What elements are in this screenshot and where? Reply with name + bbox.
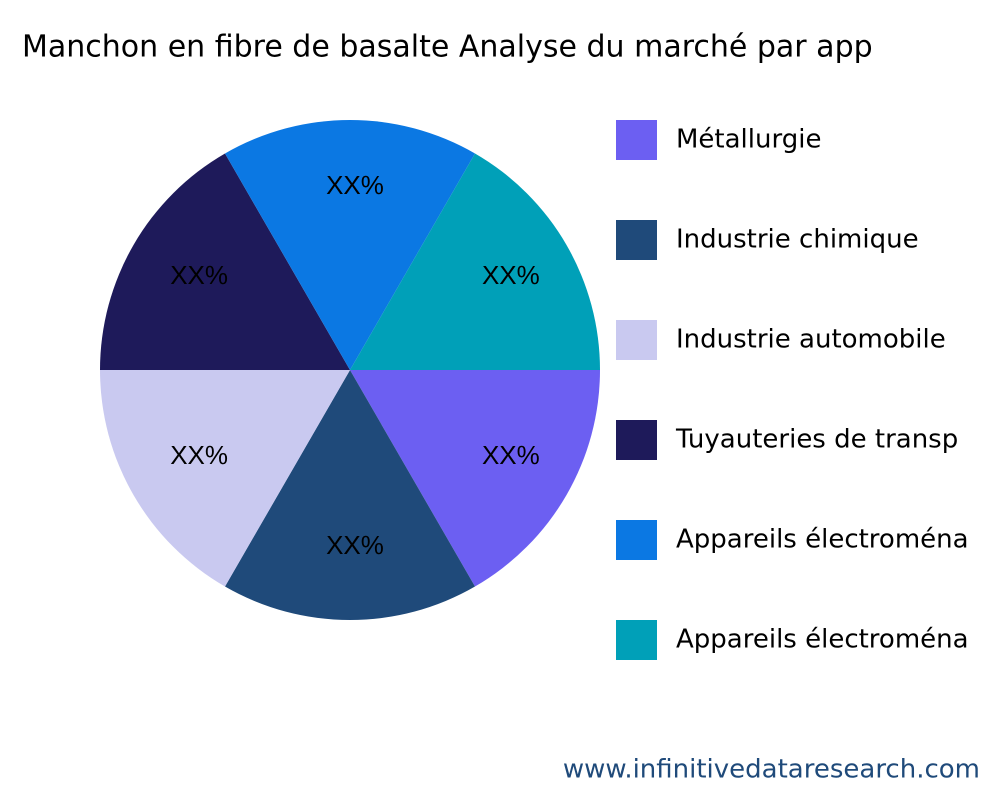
slice-label: XX% — [170, 440, 228, 470]
legend-swatch — [616, 320, 657, 360]
legend-swatch — [616, 520, 657, 560]
slice-label: XX% — [482, 440, 540, 470]
legend-label: Tuyauteries de transp — [675, 425, 958, 455]
legend-swatch — [616, 220, 657, 260]
legend-label: Appareils électroména — [676, 625, 969, 655]
pie-slice — [100, 370, 350, 587]
slice-label: XX% — [482, 260, 540, 290]
pie-slice — [350, 153, 600, 370]
legend-swatch — [616, 420, 657, 460]
legend-swatch — [616, 620, 657, 660]
pie-slice — [100, 153, 350, 370]
legend-label: Industrie automobile — [676, 325, 946, 355]
slice-label: XX% — [326, 170, 384, 200]
pie-slice — [350, 370, 600, 587]
source: www.infinitivedataresearch.com — [563, 755, 980, 785]
slice-label: XX% — [326, 530, 384, 560]
pie-slice — [225, 119, 475, 370]
legend-label: Appareils électroména — [676, 525, 969, 555]
slice-label: XX% — [170, 260, 228, 290]
legend-swatch — [616, 120, 657, 160]
legend-label: Industrie chimique — [676, 225, 919, 255]
legend-label: Métallurgie — [676, 125, 821, 155]
pie-slice — [225, 370, 475, 620]
chart-title: Manchon en fibre de basalte Analyse du m… — [22, 30, 873, 65]
